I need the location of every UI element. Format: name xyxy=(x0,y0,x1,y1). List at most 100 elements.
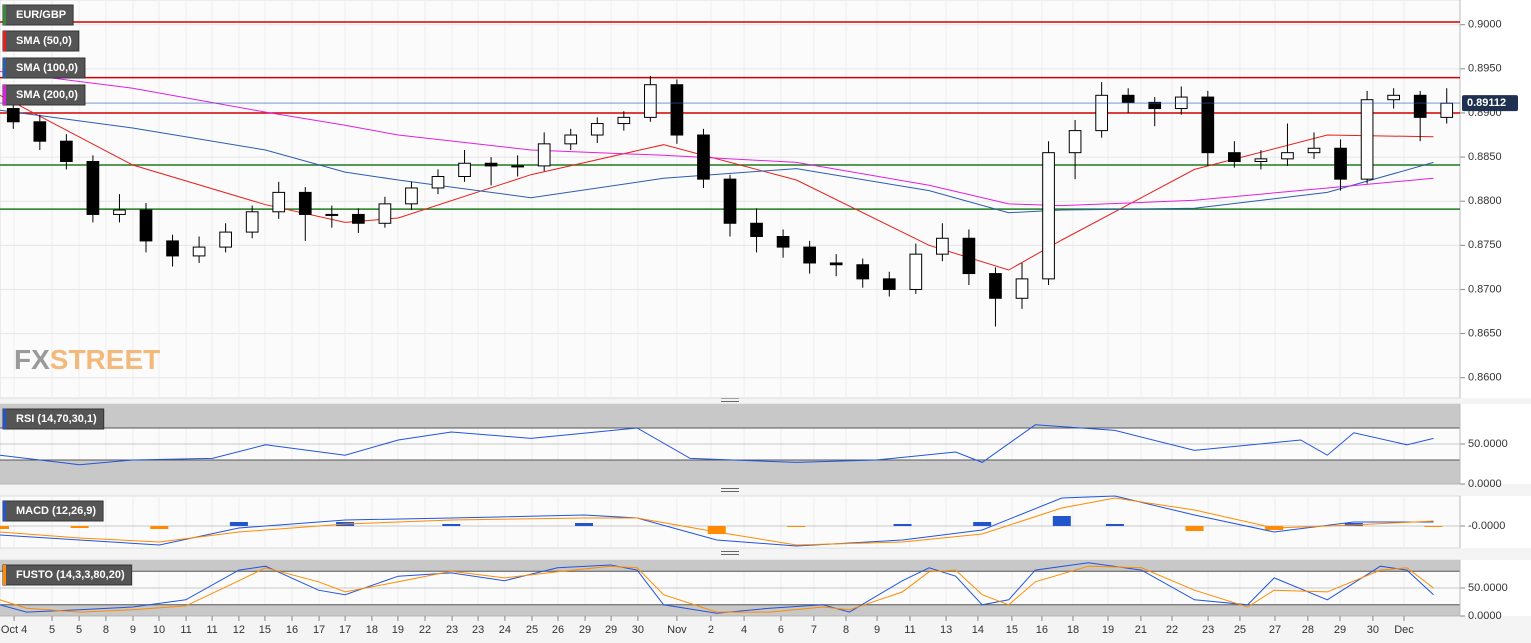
histogram-bar xyxy=(1185,526,1204,531)
x-tick-label: 24 xyxy=(499,624,511,636)
candle-body xyxy=(962,237,976,275)
x-tick-label: 4 xyxy=(741,624,747,636)
candle-body xyxy=(750,222,763,238)
candle-body xyxy=(458,162,471,177)
last-price-box xyxy=(1462,95,1518,112)
x-tick-label: 19 xyxy=(392,624,404,636)
x-tick-label: 16 xyxy=(286,624,298,636)
histogram-bar xyxy=(0,526,9,529)
x-tick-label: 26 xyxy=(552,624,564,636)
band-fill xyxy=(0,404,1460,428)
histogram-bar xyxy=(70,526,89,528)
candle-body xyxy=(86,160,100,215)
candle-body xyxy=(192,246,206,257)
y-tick-label: 50.0000 xyxy=(1468,582,1508,594)
histogram-bar xyxy=(1052,516,1071,526)
y-tick-label: 0.0000 xyxy=(1468,478,1502,490)
candle-body xyxy=(856,264,870,280)
x-tick-label: 27 xyxy=(1269,624,1281,636)
x-tick-label: 15 xyxy=(259,624,271,636)
candle-body xyxy=(590,123,604,136)
candle-body xyxy=(272,191,286,213)
x-tick-label: 8 xyxy=(103,624,109,636)
x-tick-label: 10 xyxy=(153,624,165,636)
axis-background xyxy=(1460,404,1531,484)
candle-body xyxy=(352,213,365,224)
x-tick-label: 8 xyxy=(843,624,849,636)
series-line xyxy=(0,71,1434,207)
y-tick-label: 0.8750 xyxy=(1468,239,1502,251)
series-line xyxy=(0,562,1434,614)
x-tick-label: 28 xyxy=(1302,624,1314,636)
x-tick-label: 17 xyxy=(339,624,351,636)
histogram-bar xyxy=(1424,526,1443,527)
x-tick-label: 12 xyxy=(233,624,245,636)
series-line xyxy=(0,109,1434,214)
band-fill xyxy=(0,604,1460,616)
label-stripe xyxy=(3,58,6,78)
x-tick-label: 22 xyxy=(419,624,431,636)
candle-body xyxy=(670,84,684,136)
candle-body xyxy=(484,162,498,167)
candle-body xyxy=(1095,94,1108,132)
candle-body xyxy=(644,84,657,118)
x-tick-label: 21 xyxy=(1135,624,1147,636)
candle-body xyxy=(1042,152,1055,280)
candle-body xyxy=(245,211,259,233)
logo-street: STREET xyxy=(50,344,160,375)
label-stripe xyxy=(3,31,6,51)
y-tick-label: 0.9000 xyxy=(1468,19,1502,31)
candle-body xyxy=(1360,99,1374,180)
candle-body xyxy=(829,262,843,266)
series-line xyxy=(0,424,1434,466)
candle-body xyxy=(166,240,179,257)
candle-body xyxy=(1334,147,1347,180)
x-tick-label: Dec xyxy=(1394,624,1414,636)
candle-body xyxy=(936,237,949,255)
label-stripe xyxy=(3,501,6,521)
histogram-bar xyxy=(893,524,912,526)
x-tick-label: Nov xyxy=(667,624,687,636)
x-tick-label: 11 xyxy=(180,624,191,636)
x-tick-label: 11 xyxy=(904,624,915,636)
x-tick-label: 13 xyxy=(940,624,952,636)
histogram-bar xyxy=(150,526,169,529)
series-line xyxy=(0,497,1434,546)
candle-body xyxy=(1121,94,1135,103)
x-tick-label: 2 xyxy=(708,624,714,636)
x-tick-label: 25 xyxy=(1234,624,1246,636)
candle-body xyxy=(1015,278,1029,299)
candle-body xyxy=(989,273,1002,299)
x-tick-label: 6 xyxy=(778,624,784,636)
histogram-bar xyxy=(229,522,248,526)
series-line xyxy=(0,495,1434,547)
panel-label: SMA (100,0) xyxy=(16,62,78,74)
panel-label: MACD (12,26,9) xyxy=(16,505,96,517)
candle-body xyxy=(909,253,923,290)
x-tick-label: 11 xyxy=(206,624,217,636)
candle-body xyxy=(882,278,896,290)
candle-body xyxy=(511,165,524,168)
x-tick-label: 9 xyxy=(874,624,880,636)
candle-body xyxy=(617,116,631,125)
panel-label: RSI (14,70,30,1) xyxy=(16,413,97,425)
x-tick-label: 18 xyxy=(366,624,378,636)
x-tick-label: 30 xyxy=(1367,624,1379,636)
histogram-bar xyxy=(973,522,992,526)
x-tick-label: 9 xyxy=(130,624,136,636)
candle-body xyxy=(1440,102,1454,118)
x-tick-label: 29 xyxy=(579,624,591,636)
x-tick-label: 29 xyxy=(605,624,617,636)
panel-label: FUSTO (14,3,3,80,20) xyxy=(16,569,125,581)
candle-body xyxy=(776,236,790,248)
candle-body xyxy=(139,209,153,242)
label-stripe xyxy=(3,5,6,25)
x-tick-label: 17 xyxy=(313,624,325,636)
candle-body xyxy=(1148,101,1162,110)
x-tick-label: 7 xyxy=(811,624,817,636)
y-tick-label: 0.8800 xyxy=(1468,195,1502,207)
candle-body xyxy=(378,203,392,224)
y-tick-label: 0.8850 xyxy=(1468,151,1502,163)
panel-label: EUR/GBP xyxy=(16,9,66,21)
